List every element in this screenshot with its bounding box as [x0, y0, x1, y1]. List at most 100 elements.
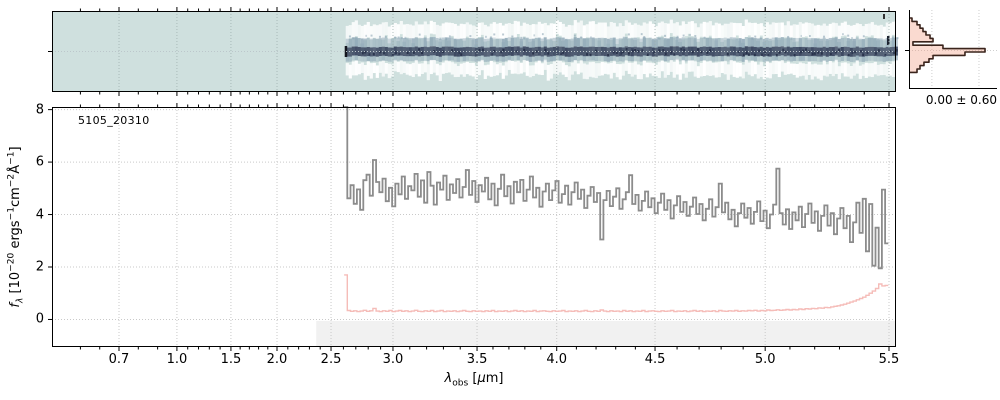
noise-band-bottom	[729, 60, 733, 75]
noise-band-bottom	[498, 62, 502, 73]
noise-band-bottom	[663, 62, 667, 78]
trace-halo-lower	[477, 54, 481, 61]
trace-halo-upper	[684, 38, 688, 48]
noise-band-top	[711, 25, 715, 39]
noise-band-bottom	[780, 60, 784, 72]
trace-halo-upper	[426, 38, 430, 48]
noise-band-bottom	[774, 60, 778, 75]
trace-halo-upper	[345, 38, 349, 48]
trace-halo-lower	[693, 54, 697, 61]
trace-halo-lower	[519, 55, 523, 62]
noise-band-top	[765, 22, 769, 41]
trace-halo-lower	[711, 55, 715, 62]
shaded-region	[316, 320, 896, 347]
trace-halo-lower	[588, 54, 592, 61]
noise-band-bottom	[459, 63, 463, 75]
noise-band-top	[429, 20, 433, 34]
trace-halo-upper	[711, 38, 715, 48]
trace-speckle	[706, 51, 709, 54]
trace-speckle	[482, 48, 485, 52]
trace-speckle	[532, 52, 535, 55]
label-segment: −1	[6, 207, 17, 221]
spectral-trace	[687, 46, 691, 56]
trace-halo-upper	[663, 38, 667, 48]
noise-band-top	[489, 23, 493, 39]
speckle	[394, 36, 397, 39]
error-line	[344, 274, 889, 313]
noise-band-top	[492, 22, 496, 40]
noise-band-top	[504, 23, 508, 40]
spectral-trace	[813, 47, 817, 57]
noise-band-bottom	[672, 61, 676, 78]
noise-band-top	[363, 24, 367, 41]
trace-halo-lower	[774, 54, 778, 61]
spectral-trace	[765, 46, 769, 56]
trace-speckle	[670, 50, 673, 54]
trace-halo-upper	[687, 37, 691, 47]
spectral-trace	[624, 46, 628, 56]
trace-halo-upper	[492, 37, 496, 47]
label-segment: m]	[485, 371, 504, 386]
trace-halo-upper	[612, 37, 616, 47]
trace-speckle	[625, 48, 628, 51]
trace-speckle	[696, 48, 699, 51]
noise-band-bottom	[834, 59, 838, 74]
noise-band-top	[585, 24, 589, 38]
spectral-trace	[456, 47, 460, 57]
trace-halo-lower	[732, 54, 736, 61]
trace-halo-lower	[510, 54, 514, 61]
speckle	[533, 34, 536, 37]
trace-halo-lower	[705, 54, 709, 61]
noise-band-top	[654, 26, 658, 40]
trace-halo-lower	[600, 54, 604, 61]
y-axis-label: fλ [10−20 ergs−1cm−2Å−1]	[7, 146, 26, 307]
noise-band-bottom	[438, 65, 442, 82]
y-tick-label: 6	[35, 154, 44, 170]
trace-halo-lower	[756, 55, 760, 62]
trace-halo-lower	[537, 54, 541, 61]
spectral-trace	[843, 46, 847, 56]
trace-halo-upper	[795, 37, 799, 47]
trace-speckle	[612, 50, 615, 54]
trace-speckle	[884, 53, 887, 57]
trace-halo-upper	[630, 38, 634, 48]
noise-band-top	[786, 21, 790, 38]
trace-halo-lower	[435, 54, 439, 61]
noise-band-top	[840, 22, 844, 37]
spectral-trace	[873, 47, 877, 57]
noise-band-bottom	[675, 58, 679, 75]
noise-band-bottom	[633, 61, 637, 75]
trace-halo-lower	[561, 54, 565, 61]
trace-speckle	[680, 48, 683, 51]
spectral-trace	[459, 47, 463, 57]
spectral-trace	[609, 46, 613, 56]
trace-halo-upper	[873, 38, 877, 48]
noise-band-top	[495, 23, 499, 39]
trace-halo-lower	[696, 55, 700, 62]
trace-halo-upper	[525, 37, 529, 47]
noise-band-top	[459, 23, 463, 39]
trace-speckle	[364, 50, 367, 54]
trace-speckle	[560, 52, 563, 56]
noise-band-bottom	[486, 64, 490, 76]
speckle	[511, 35, 514, 38]
trace-halo-lower	[564, 55, 568, 62]
noise-band-bottom	[372, 62, 376, 74]
trace-halo-upper	[603, 38, 607, 48]
x-tick-label: 4.5	[644, 352, 666, 367]
trace-halo-upper	[876, 38, 880, 48]
noise-band-top	[657, 22, 661, 37]
trace-halo-upper	[585, 38, 589, 48]
trace-speckle	[778, 51, 781, 54]
trace-halo-upper	[528, 38, 532, 48]
noise-band-bottom	[747, 62, 751, 75]
trace-halo-upper	[837, 38, 841, 48]
trace-halo-upper	[822, 37, 826, 47]
spectral-trace	[573, 46, 577, 56]
panel-spines	[52, 107, 896, 347]
spectral-trace	[408, 47, 412, 57]
spectral-trace	[795, 46, 799, 56]
noise-band-top	[594, 24, 598, 39]
trace-speckle	[793, 53, 796, 57]
noise-band-top	[513, 20, 517, 38]
